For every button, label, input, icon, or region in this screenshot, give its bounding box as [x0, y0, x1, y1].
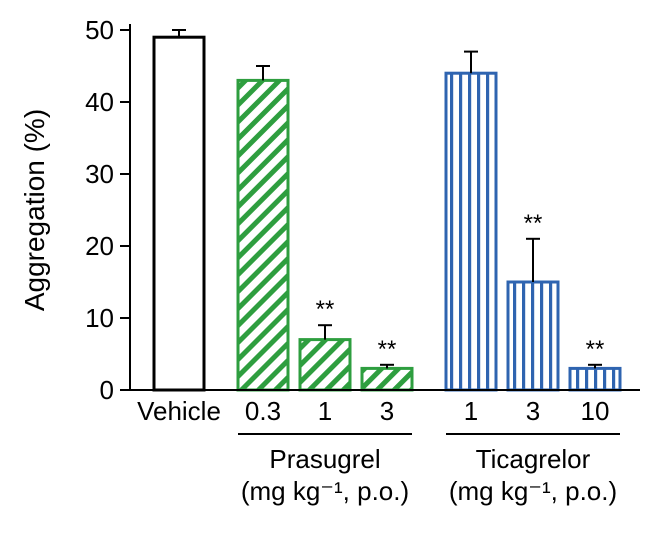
sig-pras-1: ** — [316, 296, 335, 323]
xtick-tica-1: 1 — [464, 396, 478, 426]
ytick-50: 50 — [85, 15, 114, 45]
ytick-20: 20 — [85, 231, 114, 261]
bar-vehicle — [154, 37, 204, 390]
group-label-prasugrel: Prasugrel — [269, 444, 380, 474]
group-sub-ticagrelor: (mg kg⁻¹, p.o.) — [449, 476, 617, 506]
sig-tica-10: ** — [586, 336, 605, 363]
aggregation-bar-chart: Vehicle 0.3 ** 1 ** 3 1 ** 3 ** 10 0 10 20 30 40 50 Aggre… — [0, 0, 670, 560]
bar-tica-1 — [446, 73, 496, 390]
xtick-tica-3: 3 — [526, 396, 540, 426]
y-axis-label: Aggregation (%) — [19, 109, 50, 311]
xtick-pras-3: 3 — [380, 396, 394, 426]
ytick-40: 40 — [85, 87, 114, 117]
xtick-pras-0.3: 0.3 — [245, 396, 281, 426]
xtick-tica-10: 10 — [581, 396, 610, 426]
bar-tica-3 — [508, 282, 558, 390]
group-label-ticagrelor: Ticagrelor — [476, 444, 591, 474]
bar-pras-1 — [300, 340, 350, 390]
ytick-30: 30 — [85, 159, 114, 189]
bar-pras-3 — [362, 368, 412, 390]
bar-pras-0.3 — [238, 80, 288, 390]
sig-pras-3: ** — [378, 336, 397, 363]
xtick-pras-1: 1 — [318, 396, 332, 426]
group-sub-prasugrel: (mg kg⁻¹, p.o.) — [241, 476, 409, 506]
bar-tica-10 — [570, 368, 620, 390]
ytick-10: 10 — [85, 303, 114, 333]
xtick-vehicle: Vehicle — [137, 396, 221, 426]
ytick-0: 0 — [100, 375, 114, 405]
sig-tica-3: ** — [524, 210, 543, 237]
